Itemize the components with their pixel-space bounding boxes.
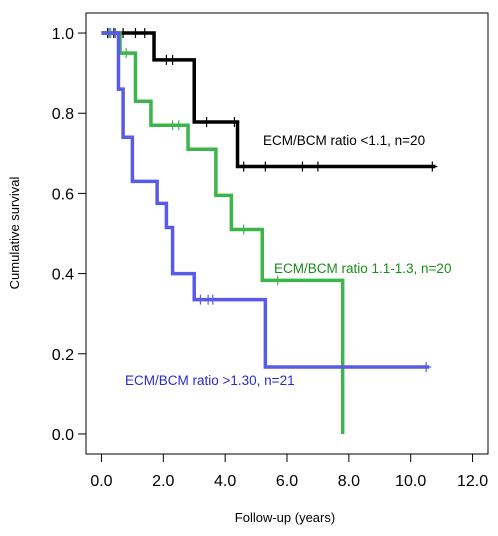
series-label-high-ratio: ECM/BCM ratio >1.30, n=21 (125, 373, 295, 388)
y-tick-label: 0.4 (52, 267, 74, 284)
y-tick-label: 0.2 (52, 347, 74, 364)
series-label-low-ratio: ECM/BCM ratio <1.1, n=20 (263, 133, 425, 148)
y-axis-title: Cumulative survival (7, 177, 22, 290)
survival-curve-high-ratio (101, 31, 430, 369)
y-tick-label: 0.6 (52, 186, 74, 203)
y-axis: 0.0 0.2 0.4 0.6 0.8 1.0 (52, 26, 86, 444)
series-label-mid-ratio: ECM/BCM ratio 1.1-1.3, n=20 (274, 261, 451, 276)
x-tick-label: 0.0 (90, 473, 112, 490)
y-tick-label: 1.0 (52, 26, 74, 43)
x-tick-label: 8.0 (338, 473, 360, 490)
x-tick-label: 10.0 (395, 473, 426, 490)
x-tick-label: 2.0 (152, 473, 174, 490)
series-high-ratio (101, 28, 432, 373)
survival-curve-low-ratio (101, 31, 436, 169)
x-tick-label: 6.0 (276, 473, 298, 490)
x-tick-label: 12.0 (457, 473, 488, 490)
y-tick-label: 0.0 (52, 427, 74, 444)
x-axis-title: Follow-up (years) (235, 510, 335, 525)
survival-curves (101, 28, 438, 434)
x-tick-label: 4.0 (214, 473, 236, 490)
y-tick-label: 0.8 (52, 106, 74, 123)
series-low-ratio (101, 28, 438, 172)
x-axis: 0.0 2.0 4.0 6.0 8.0 10.0 12.0 (90, 454, 488, 490)
